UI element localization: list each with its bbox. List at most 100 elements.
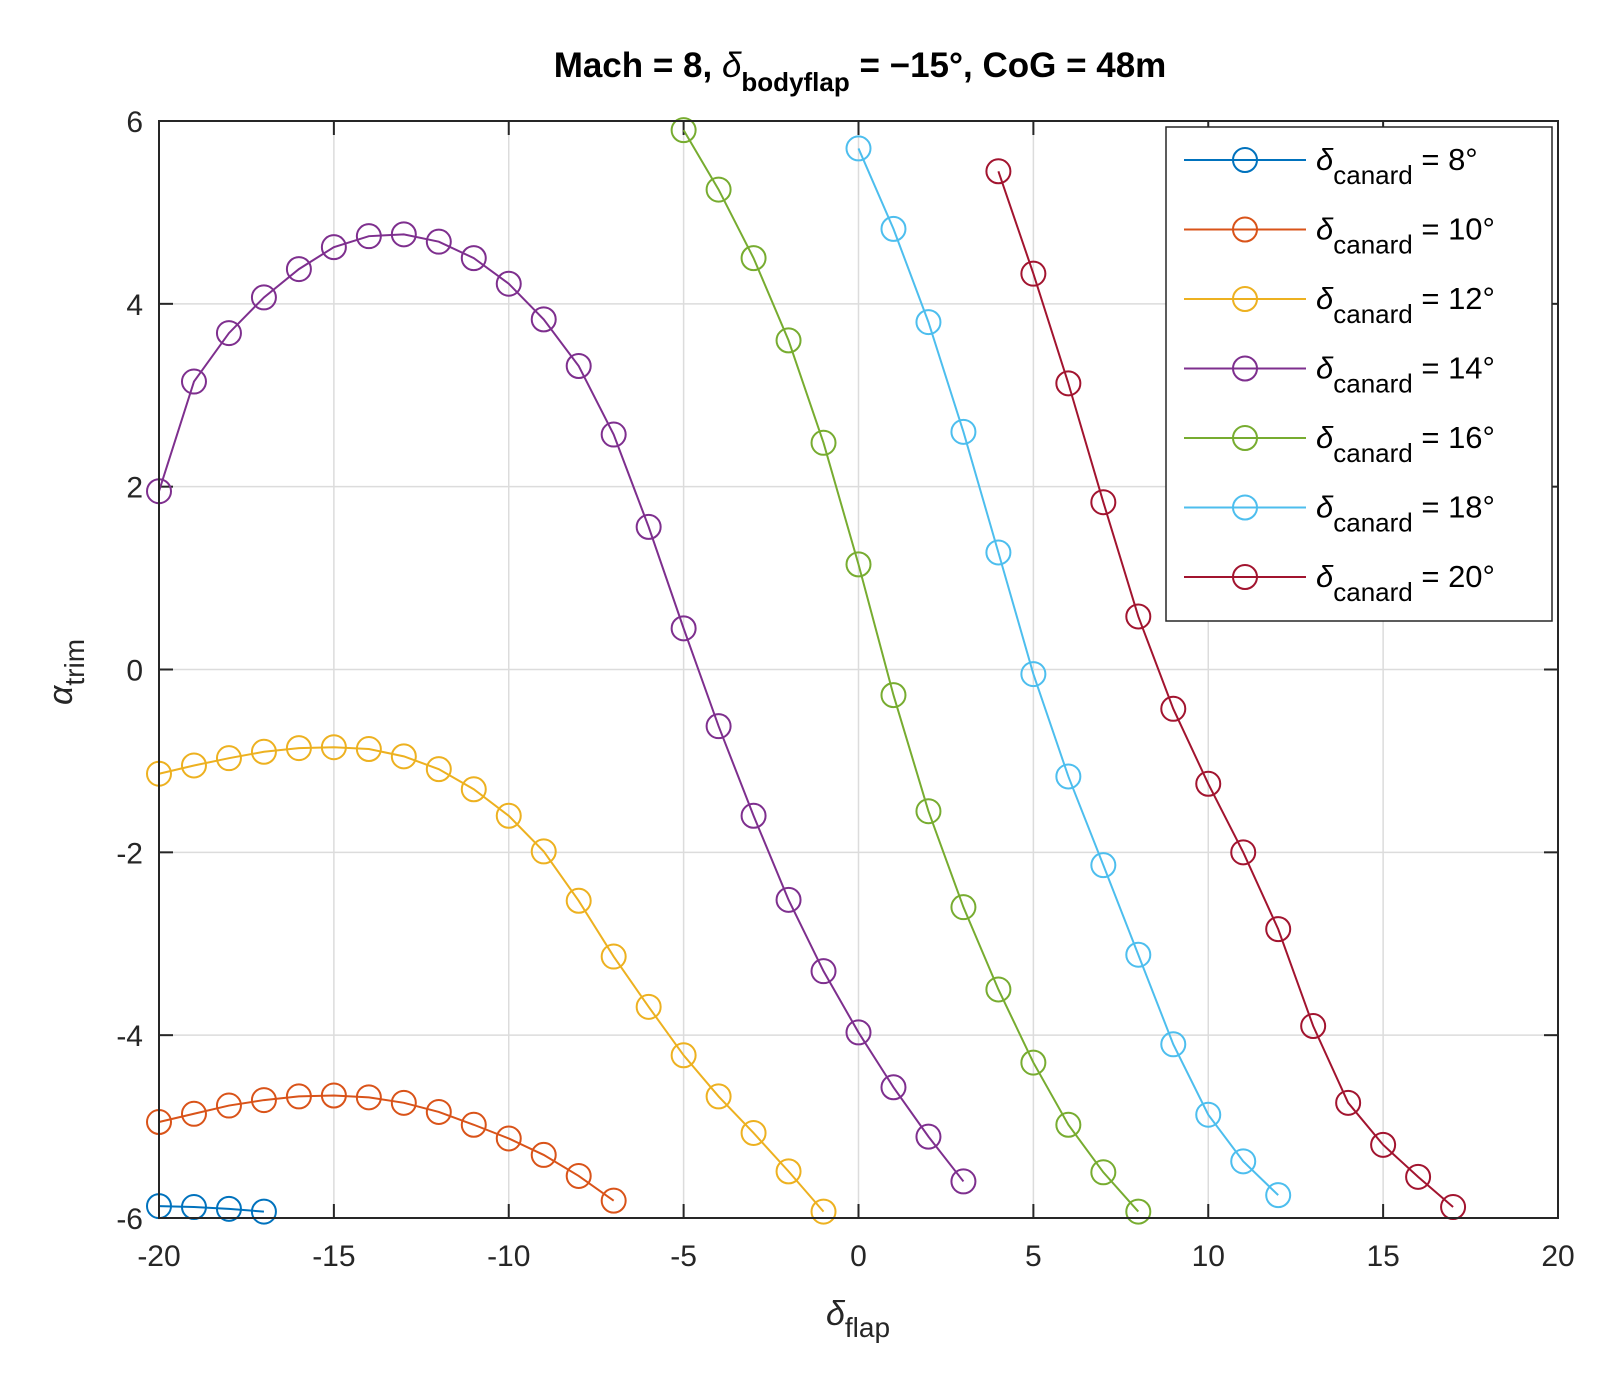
- data-point: [565, 1162, 592, 1189]
- legend: δcanard = 8° δcanard = 10° δcanard = 12° δc…: [1165, 126, 1553, 622]
- legend-marker: [1232, 494, 1258, 521]
- data-point: [1055, 1111, 1082, 1138]
- data-point: [1055, 370, 1082, 397]
- data-point: [810, 429, 837, 456]
- data-point: [250, 1198, 277, 1225]
- data-point: [670, 117, 697, 144]
- data-point: [635, 513, 662, 540]
- data-point: [1230, 1148, 1257, 1175]
- data-point: [320, 734, 347, 761]
- legend-label: δcanard = 16°: [1316, 420, 1495, 468]
- data-point: [460, 776, 487, 803]
- series-4: [146, 221, 977, 1195]
- legend-item: δcanard = 14°: [1184, 351, 1495, 399]
- data-point: [215, 1092, 242, 1119]
- data-point: [1125, 1198, 1152, 1225]
- data-point: [250, 284, 277, 311]
- x-axis-ticks: -20 -15 -10 -5 0 5 10 15 20: [137, 121, 1575, 1273]
- x-tick-label: 10: [1192, 1240, 1225, 1273]
- data-point: [1090, 1159, 1117, 1186]
- data-point: [915, 1123, 942, 1150]
- data-point: [1230, 839, 1257, 866]
- data-point: [705, 1083, 732, 1110]
- x-tick-label: -10: [487, 1240, 530, 1273]
- legend-label: δcanard = 20°: [1316, 559, 1495, 607]
- y-tick-label: 2: [126, 472, 143, 505]
- y-axis-label: αtrim: [42, 639, 90, 705]
- data-point: [460, 245, 487, 272]
- data-point: [390, 1089, 417, 1116]
- data-point: [285, 735, 312, 762]
- data-point: [600, 943, 627, 970]
- data-point: [1020, 1049, 1047, 1076]
- data-point: [1440, 1194, 1467, 1221]
- data-point: [425, 756, 452, 783]
- data-point: [250, 738, 277, 765]
- data-point: [1265, 916, 1292, 943]
- series-line: [158, 1205, 265, 1213]
- x-tick-label: 0: [850, 1240, 867, 1273]
- data-point: [740, 1119, 767, 1146]
- y-axis-ticks: -6 -4 -2 0 2 4 6: [116, 106, 1558, 1236]
- data-point: [1055, 763, 1082, 790]
- data-point: [530, 838, 557, 865]
- data-point: [1405, 1163, 1432, 1190]
- data-point: [215, 320, 242, 347]
- legend-label: δcanard = 14°: [1316, 351, 1495, 399]
- data-point: [880, 682, 907, 709]
- legend-item: δcanard = 20°: [1184, 559, 1495, 607]
- data-point: [320, 234, 347, 261]
- data-point: [180, 368, 207, 395]
- legend-label: δcanard = 8°: [1316, 142, 1478, 190]
- data-point: [320, 1082, 347, 1109]
- x-axis-label-symbol: δ: [826, 1295, 846, 1333]
- x-tick-label: 5: [1025, 1240, 1042, 1273]
- data-point: [600, 1187, 627, 1214]
- x-axis-label-subscript: flap: [845, 1312, 890, 1343]
- data-point: [670, 1042, 697, 1069]
- series-line: [997, 170, 1454, 1208]
- data-point: [740, 802, 767, 829]
- series-2: [146, 1082, 627, 1214]
- data-point: [530, 1141, 557, 1168]
- data-point: [1160, 695, 1187, 722]
- series-line: [158, 746, 825, 1213]
- series-6: [845, 135, 1292, 1209]
- data-point: [425, 228, 452, 255]
- data-point: [705, 713, 732, 740]
- y-tick-label: -4: [116, 1020, 143, 1053]
- legend-label: δcanard = 12°: [1316, 281, 1495, 329]
- x-tick-label: -5: [670, 1240, 697, 1273]
- legend-marker: [1232, 425, 1258, 451]
- data-point: [635, 993, 662, 1020]
- data-point: [950, 418, 977, 445]
- data-point: [1335, 1089, 1362, 1116]
- series-1: [146, 1193, 277, 1225]
- data-point: [985, 158, 1012, 185]
- legend-marker: [1232, 286, 1258, 312]
- data-point: [565, 352, 592, 379]
- legend-marker: [1232, 564, 1258, 590]
- data-point: [740, 245, 767, 272]
- y-tick-label: -6: [116, 1203, 143, 1236]
- y-tick-label: -2: [116, 837, 143, 870]
- legend-item: δcanard = 8°: [1184, 142, 1478, 190]
- series-5: [670, 117, 1152, 1225]
- data-point: [495, 1125, 522, 1152]
- data-point: [425, 1098, 452, 1125]
- data-point: [1265, 1182, 1292, 1209]
- y-axis-label-subscript: trim: [59, 639, 90, 686]
- chart-title-subscript: bodyflap: [741, 67, 849, 97]
- series-7: [985, 158, 1467, 1221]
- x-axis-label: δflap: [826, 1295, 890, 1343]
- data-point: [915, 309, 942, 336]
- series-line: [158, 1094, 615, 1202]
- data-point: [600, 421, 627, 448]
- chart-title-prefix: Mach = 8,: [554, 46, 722, 85]
- data-point: [390, 743, 417, 770]
- data-point: [1195, 770, 1222, 797]
- data-point: [180, 1194, 207, 1221]
- data-point: [775, 1158, 802, 1185]
- y-axis-label-symbol: α: [42, 684, 80, 705]
